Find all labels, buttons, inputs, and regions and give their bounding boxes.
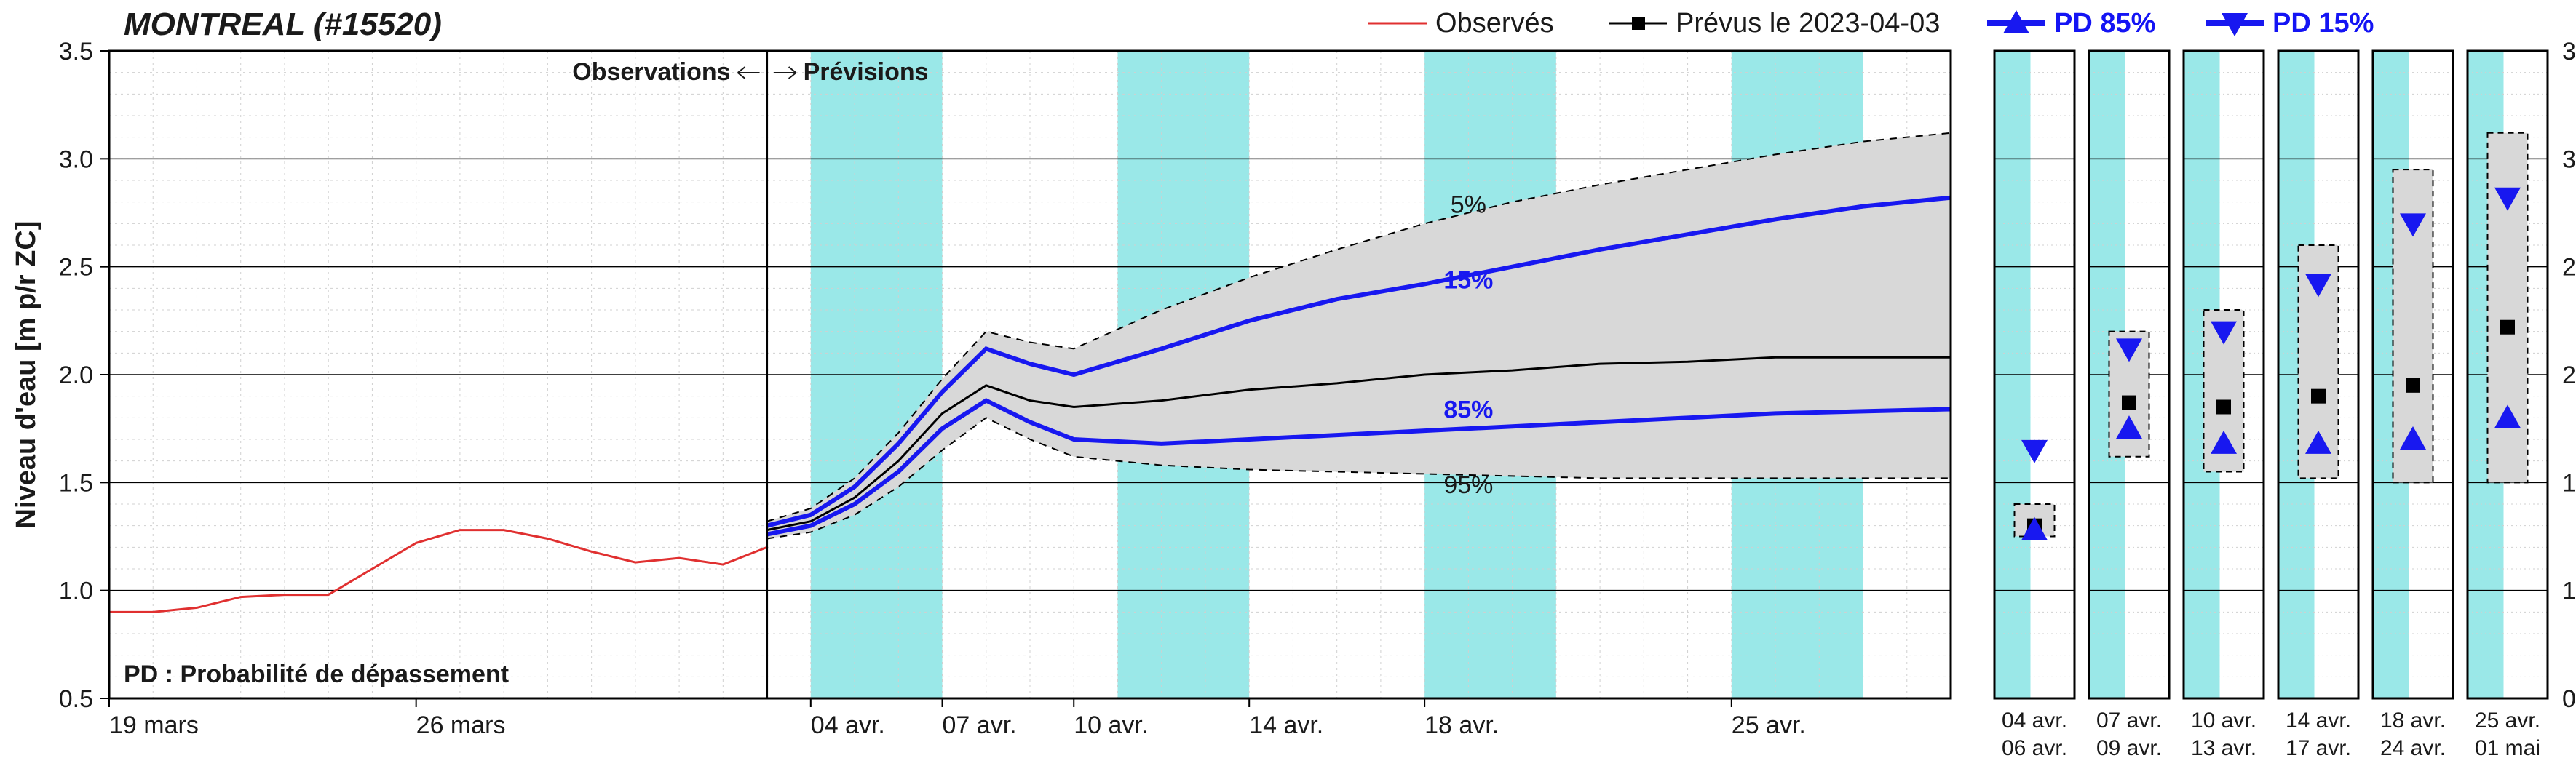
svg-text:1.5: 1.5 — [59, 469, 93, 497]
svg-text:15%: 15% — [1443, 266, 1493, 294]
svg-text:25 avr.: 25 avr. — [1732, 711, 1806, 739]
svg-text:1.5: 1.5 — [2562, 469, 2576, 497]
svg-text:04 avr.: 04 avr. — [811, 711, 885, 739]
svg-text:PD : Probabilité de dépassemen: PD : Probabilité de dépassement — [124, 661, 509, 688]
svg-text:Observations: Observations — [572, 58, 730, 86]
svg-text:2.0: 2.0 — [59, 362, 93, 389]
svg-text:3.0: 3.0 — [59, 145, 93, 173]
svg-text:26 mars: 26 mars — [416, 711, 506, 739]
svg-text:01 mai: 01 mai — [2475, 736, 2540, 760]
svg-text:95%: 95% — [1443, 471, 1493, 499]
svg-text:14 avr.: 14 avr. — [2286, 709, 2351, 733]
svg-text:5%: 5% — [1451, 191, 1486, 219]
svg-text:0.5: 0.5 — [2562, 685, 2576, 713]
svg-text:24 avr.: 24 avr. — [2380, 736, 2446, 760]
svg-text:PD 15%: PD 15% — [2272, 8, 2374, 39]
svg-text:13 avr.: 13 avr. — [2191, 736, 2256, 760]
svg-text:0.5: 0.5 — [59, 685, 93, 713]
svg-text:3.5: 3.5 — [59, 38, 93, 65]
svg-text:17 avr.: 17 avr. — [2286, 736, 2351, 760]
svg-text:MONTREAL (#15520): MONTREAL (#15520) — [124, 7, 442, 42]
svg-text:2.0: 2.0 — [2562, 362, 2576, 389]
svg-text:10 avr.: 10 avr. — [1074, 711, 1148, 739]
svg-text:1.0: 1.0 — [59, 578, 93, 605]
svg-text:07 avr.: 07 avr. — [943, 711, 1017, 739]
svg-text:09 avr.: 09 avr. — [2096, 736, 2162, 760]
svg-text:3.0: 3.0 — [2562, 145, 2576, 173]
svg-text:2.5: 2.5 — [59, 254, 93, 282]
svg-text:Prévus le 2023-04-03: Prévus le 2023-04-03 — [1676, 8, 1940, 39]
svg-text:85%: 85% — [1443, 396, 1493, 423]
svg-text:25 avr.: 25 avr. — [2475, 709, 2540, 733]
svg-text:19 mars: 19 mars — [109, 711, 199, 739]
svg-text:Observés: Observés — [1435, 8, 1554, 39]
svg-text:14 avr.: 14 avr. — [1249, 711, 1323, 739]
svg-text:10 avr.: 10 avr. — [2191, 709, 2256, 733]
forecast-chart: 5% 15% 85% 95% Observations Prévisions PD : Pr… — [0, 0, 2576, 774]
svg-text:07 avr.: 07 avr. — [2096, 709, 2162, 733]
svg-text:1.0: 1.0 — [2562, 578, 2576, 605]
svg-text:18 avr.: 18 avr. — [1424, 711, 1499, 739]
svg-text:Prévisions: Prévisions — [804, 58, 929, 86]
svg-text:2.5: 2.5 — [2562, 254, 2576, 282]
svg-text:Niveau d'eau [m p/r ZC]: Niveau d'eau [m p/r ZC] — [11, 221, 41, 529]
svg-text:04 avr.: 04 avr. — [2002, 709, 2067, 733]
svg-text:06 avr.: 06 avr. — [2002, 736, 2067, 760]
svg-text:PD 85%: PD 85% — [2054, 8, 2155, 39]
svg-text:18 avr.: 18 avr. — [2380, 709, 2446, 733]
svg-text:3.5: 3.5 — [2562, 38, 2576, 65]
